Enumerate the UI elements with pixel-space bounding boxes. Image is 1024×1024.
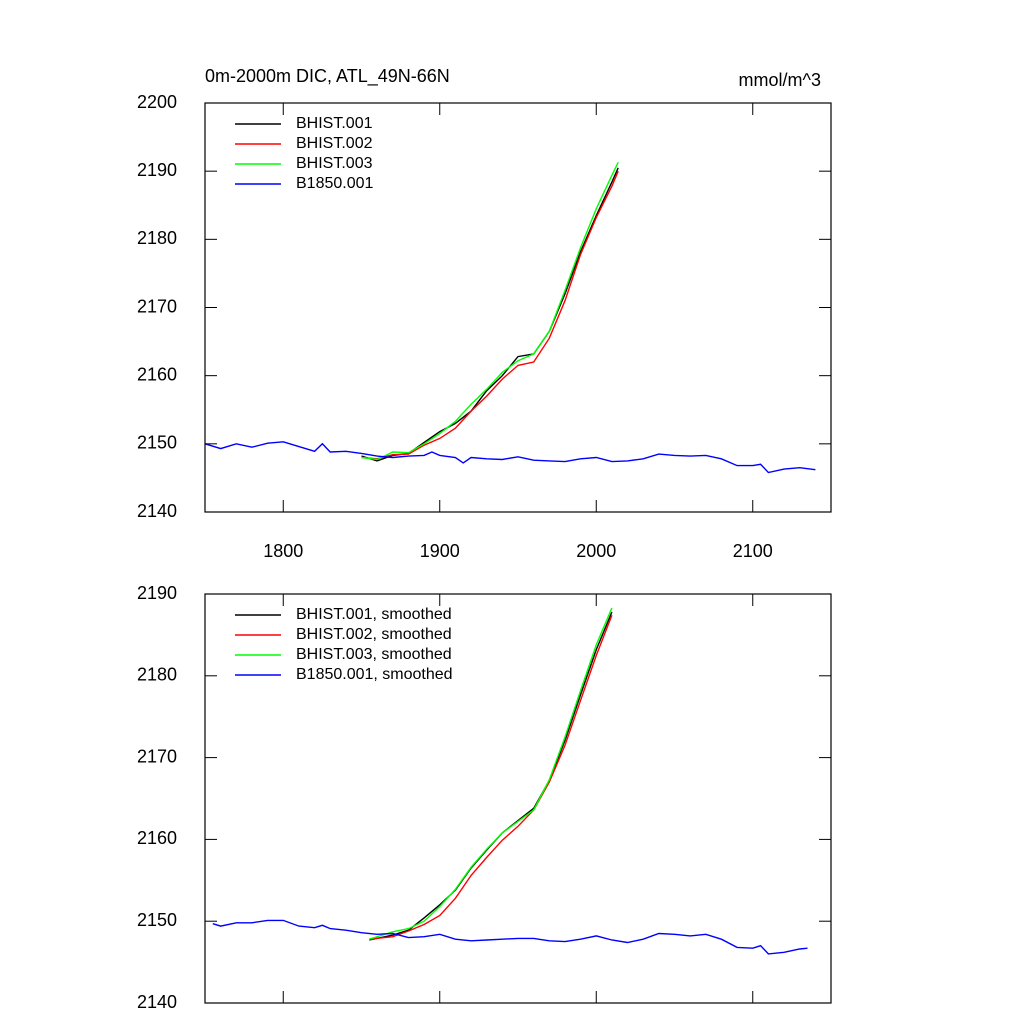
legend-label: B1850.001 bbox=[296, 175, 374, 192]
data-line bbox=[212, 919, 808, 955]
legend-label: BHIST.002 bbox=[296, 135, 373, 152]
y-tick-label: 2160 bbox=[137, 364, 177, 384]
y-tick-label: 2180 bbox=[137, 665, 177, 685]
y-tick-label: 2190 bbox=[137, 583, 177, 603]
x-tick-label: 2000 bbox=[576, 541, 616, 561]
legend-label: BHIST.002, smoothed bbox=[296, 626, 452, 643]
y-tick-label: 2150 bbox=[137, 910, 177, 930]
legend-label: BHIST.003, smoothed bbox=[296, 646, 452, 663]
y-tick-label: 2150 bbox=[137, 433, 177, 453]
y-tick-label: 2170 bbox=[137, 746, 177, 766]
y-tick-label: 2170 bbox=[137, 296, 177, 316]
y-tick-label: 2180 bbox=[137, 228, 177, 248]
y-tick-label: 2160 bbox=[137, 828, 177, 848]
data-line bbox=[369, 615, 613, 940]
x-tick-label: 1800 bbox=[263, 541, 303, 561]
data-line bbox=[204, 441, 816, 474]
y-tick-label: 2190 bbox=[137, 160, 177, 180]
x-tick-label: 1900 bbox=[420, 541, 460, 561]
legend-label: B1850.001, smoothed bbox=[296, 666, 453, 683]
plot-frame bbox=[204, 593, 832, 1004]
y-tick-label: 2200 bbox=[137, 92, 177, 112]
units-label: mmol/m^3 bbox=[739, 70, 821, 90]
legend-label: BHIST.001, smoothed bbox=[296, 606, 452, 623]
legend-label: BHIST.003 bbox=[296, 155, 373, 172]
legend-label: BHIST.001 bbox=[296, 115, 373, 132]
y-tick-label: 2140 bbox=[137, 501, 177, 521]
x-tick-label: 2100 bbox=[733, 541, 773, 561]
data-line bbox=[361, 170, 619, 460]
data-line bbox=[369, 607, 613, 940]
data-line bbox=[361, 161, 619, 461]
data-line bbox=[361, 167, 619, 462]
chart-title: 0m-2000m DIC, ATL_49N-66N bbox=[205, 66, 450, 87]
y-tick-label: 2140 bbox=[137, 992, 177, 1012]
